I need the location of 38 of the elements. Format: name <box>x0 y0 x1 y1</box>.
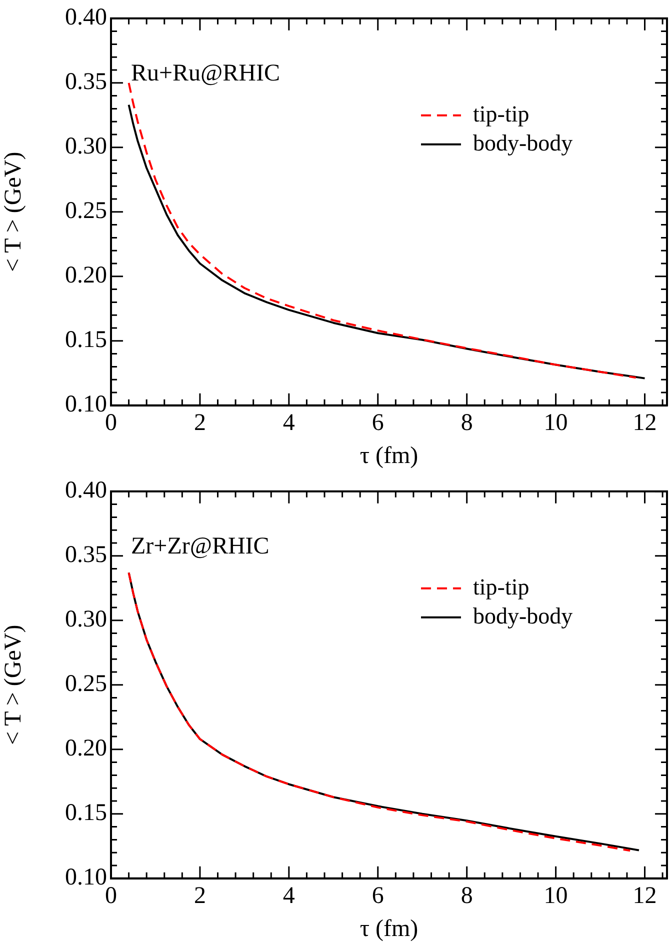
x-tick-label: 0 <box>105 883 117 910</box>
y-tick-label: 0.10 <box>65 392 107 418</box>
y-tick-label: 0.40 <box>65 478 107 504</box>
y-tick-label: 0.10 <box>65 864 107 891</box>
x-axis-title: τ (fm) <box>360 442 418 469</box>
y-tick-label: 0.15 <box>65 327 107 354</box>
x-tick-label: 8 <box>460 883 473 910</box>
x-tick-label: 8 <box>460 410 473 436</box>
x-tick-label: 6 <box>372 410 384 436</box>
y-axis-title: < T > (GeV) <box>0 624 27 745</box>
y-tick-label: 0.20 <box>65 736 107 762</box>
y-tick-label: 0.15 <box>65 800 107 826</box>
legend-label: body-body <box>473 130 574 156</box>
y-axis-title: < T > (GeV) <box>0 152 27 272</box>
x-tick-label: 10 <box>544 410 568 436</box>
y-tick-label: 0.35 <box>65 69 107 96</box>
x-tick-label: 4 <box>282 410 295 436</box>
y-tick-label: 0.40 <box>65 4 107 31</box>
annotation: Ru+Ru@RHIC <box>131 60 280 87</box>
y-tick-label: 0.20 <box>65 262 107 289</box>
x-tick-label: 6 <box>372 883 384 910</box>
annotation: Zr+Zr@RHIC <box>131 534 270 560</box>
legend-label: tip-tip <box>473 101 530 126</box>
x-tick-label: 4 <box>282 883 295 910</box>
x-tick-label: 12 <box>632 410 657 436</box>
x-tick-label: 12 <box>632 883 657 910</box>
x-tick-label: 2 <box>194 410 206 436</box>
y-tick-label: 0.25 <box>65 671 107 698</box>
x-axis-title: τ (fm) <box>360 916 418 942</box>
y-tick-label: 0.30 <box>65 134 107 160</box>
x-tick-label: 0 <box>105 410 117 436</box>
y-tick-label: 0.25 <box>65 198 107 224</box>
x-tick-label: 10 <box>544 883 568 910</box>
y-tick-label: 0.35 <box>65 542 107 568</box>
legend-label: tip-tip <box>473 574 530 600</box>
y-tick-label: 0.30 <box>65 606 107 633</box>
legend-label: body-body <box>473 603 574 628</box>
x-tick-label: 2 <box>194 883 206 910</box>
